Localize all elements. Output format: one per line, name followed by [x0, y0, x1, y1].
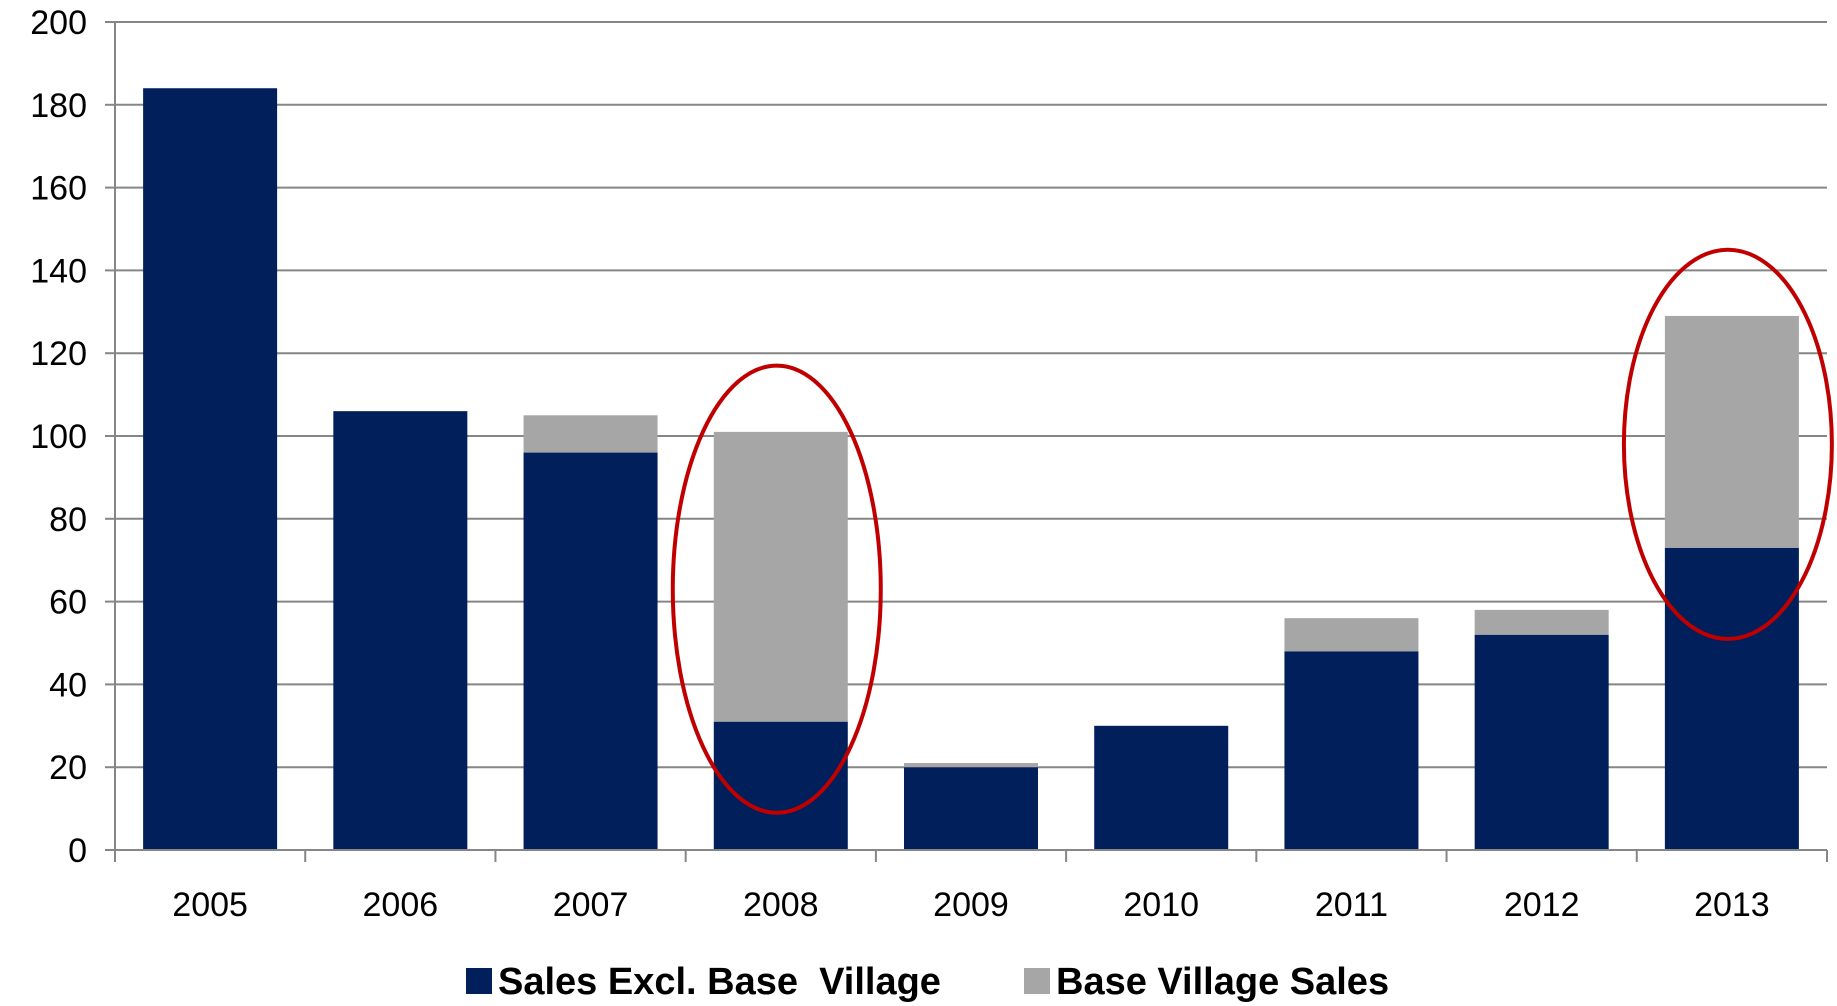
- y-tick-label-60: 60: [49, 584, 87, 622]
- bar-base-village-sales-2013: [1664, 315, 1799, 548]
- legend-label-sales-excl-base-village: Sales Excl. Base Village: [498, 961, 941, 1003]
- bar-sales-excl-base-village-2005: [143, 88, 278, 851]
- bar-base-village-sales-2011: [1284, 618, 1419, 652]
- bar-base-village-sales-2008: [713, 431, 848, 722]
- y-tick-label-40: 40: [49, 666, 87, 704]
- highlight-circle-2008: [670, 363, 883, 815]
- bar-sales-excl-base-village-2007: [523, 452, 658, 850]
- y-tick-label-180: 180: [30, 87, 87, 125]
- y-tick-label-160: 160: [30, 170, 87, 208]
- y-tick-label-140: 140: [30, 252, 87, 290]
- x-tick-label-2006: 2006: [363, 886, 439, 924]
- x-tick-label-2011: 2011: [1315, 886, 1388, 924]
- x-tick-label-2008: 2008: [743, 886, 819, 924]
- bar-base-village-sales-2007: [523, 415, 658, 453]
- legend: Sales Excl. Base Village Base Village Sa…: [466, 961, 1389, 1003]
- y-tick-label-80: 80: [49, 501, 87, 539]
- bar-sales-excl-base-village-2006: [333, 411, 468, 850]
- legend-label-base-village-sales: Base Village Sales: [1056, 961, 1389, 1003]
- bar-sales-excl-base-village-2011: [1284, 651, 1419, 850]
- y-tick-label-20: 20: [49, 749, 87, 787]
- bar-sales-excl-base-village-2009: [904, 767, 1038, 850]
- x-tick-label-2009: 2009: [933, 886, 1009, 924]
- x-tick-label-2005: 2005: [172, 886, 248, 924]
- bar-base-village-sales-2012: [1474, 609, 1609, 635]
- bar-base-village-sales-2009: [904, 763, 1038, 768]
- axes: 0 20 40 60 80 100 120 140 160 180 200 2005 2006 2007 2…: [30, 4, 1828, 924]
- x-tick-label-2010: 2010: [1123, 886, 1199, 924]
- legend-swatch-base-village-sales: [1024, 968, 1050, 994]
- y-tick-label-0: 0: [68, 832, 87, 870]
- bar-sales-excl-base-village-2010: [1094, 725, 1229, 850]
- x-tick-label-2012: 2012: [1504, 886, 1580, 924]
- highlight-circles: [670, 247, 1834, 815]
- bars: [143, 88, 1799, 851]
- bar-sales-excl-base-village-2013: [1664, 547, 1799, 850]
- y-tick-label-100: 100: [30, 418, 87, 456]
- x-tick-label-2013: 2013: [1694, 886, 1770, 924]
- x-tick-label-2007: 2007: [553, 886, 629, 924]
- highlight-circle-2013: [1621, 247, 1834, 641]
- y-tick-label-200: 200: [30, 4, 87, 42]
- y-tick-label-120: 120: [30, 335, 87, 373]
- legend-swatch-sales-excl-base-village: [466, 968, 492, 994]
- bar-sales-excl-base-village-2012: [1474, 634, 1609, 850]
